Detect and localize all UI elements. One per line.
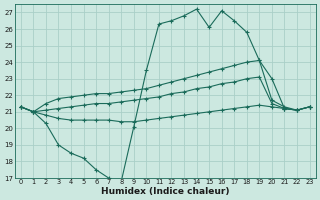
X-axis label: Humidex (Indice chaleur): Humidex (Indice chaleur): [101, 187, 229, 196]
